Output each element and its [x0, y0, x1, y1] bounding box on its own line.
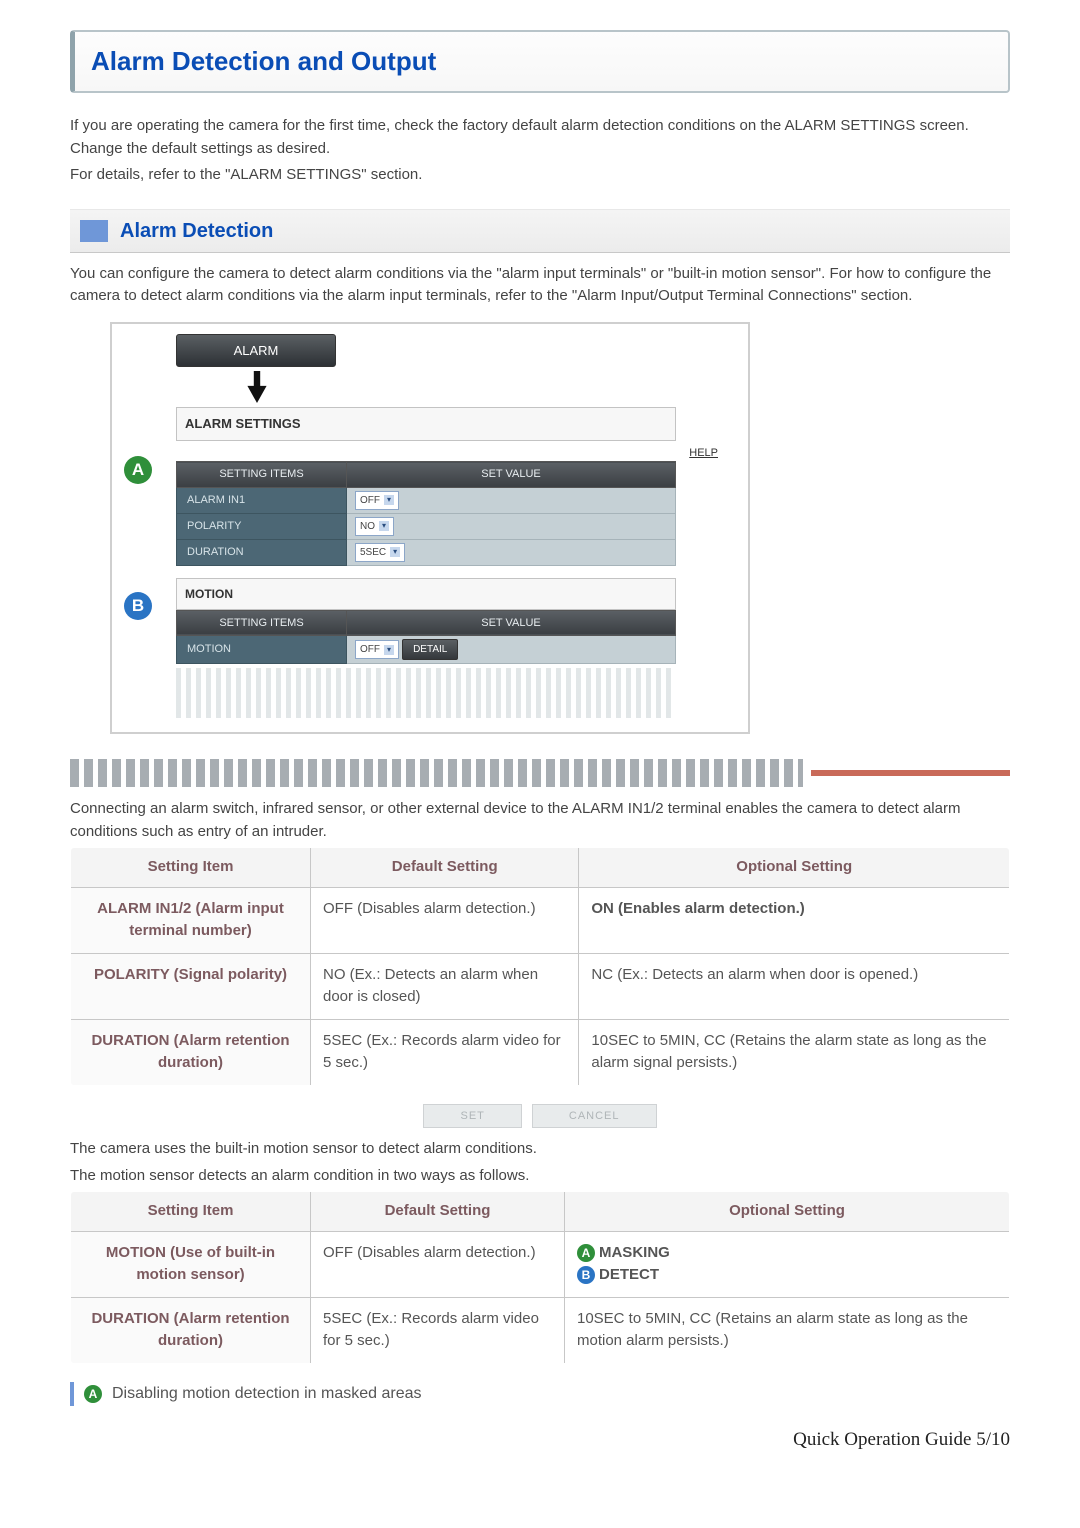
cell-item: POLARITY (Signal polarity) — [71, 953, 311, 1019]
badge-a-icon: A — [84, 1385, 102, 1403]
alarm-in1-select[interactable]: OFF — [355, 491, 399, 510]
row-value: NO — [347, 513, 676, 539]
motion-table: Setting Item Default Setting Optional Se… — [70, 1191, 1010, 1364]
cell-optional: 10SEC to 5MIN, CC (Retains the alarm sta… — [579, 1019, 1010, 1085]
section-paragraph: You can configure the camera to detect a… — [70, 263, 1010, 308]
note-text: Disabling motion detection in masked are… — [112, 1382, 422, 1406]
intro-line-2: For details, refer to the "ALARM SETTING… — [70, 164, 1010, 187]
note-masking: A Disabling motion detection in masked a… — [70, 1382, 1010, 1406]
badge-a-icon: A — [577, 1244, 595, 1262]
table-row: MOTION OFF DETAIL — [177, 636, 676, 664]
table-row: DURATION (Alarm retention duration) 5SEC… — [71, 1297, 1010, 1363]
alarm-settings-table: SETTING ITEMS SET VALUE ALARM IN1 OFF PO… — [176, 461, 676, 566]
row-label: MOTION — [177, 636, 347, 664]
motion-select[interactable]: OFF — [355, 640, 399, 659]
col-setting-items: SETTING ITEMS — [177, 610, 347, 636]
table-row: MOTION (Use of built-in motion sensor) O… — [71, 1231, 1010, 1297]
col-set-value: SET VALUE — [347, 462, 676, 488]
cell-default: 5SEC (Ex.: Records alarm video for 5 sec… — [311, 1297, 565, 1363]
alarm-tab-button[interactable]: ALARM — [176, 334, 336, 368]
terminal-paragraph: Connecting an alarm switch, infrared sen… — [70, 798, 1010, 843]
duration-select[interactable]: 5SEC — [355, 543, 405, 562]
marker-a-icon: A — [124, 456, 152, 484]
cell-default: NO (Ex.: Detects an alarm when door is c… — [311, 953, 579, 1019]
page-heading: Alarm Detection and Output — [91, 42, 992, 81]
torn-edge-graphic — [176, 668, 676, 718]
alarm-settings-title: ALARM SETTINGS — [176, 407, 676, 441]
table-row: POLARITY (Signal polarity) NO (Ex.: Dete… — [71, 953, 1010, 1019]
row-value: 5SEC — [347, 539, 676, 565]
alarm-terminal-table: Setting Item Default Setting Optional Se… — [70, 847, 1010, 1086]
row-label: POLARITY — [177, 513, 347, 539]
chevron-down-icon — [384, 495, 394, 505]
table-row: DURATION (Alarm retention duration) 5SEC… — [71, 1019, 1010, 1085]
chevron-down-icon — [379, 521, 389, 531]
motion-settings-table: SETTING ITEMS SET VALUE MOTION OFF DETAI… — [176, 610, 676, 665]
motion-para-1: The camera uses the built-in motion sens… — [70, 1138, 1010, 1161]
intro-line-1: If you are operating the camera for the … — [70, 115, 1010, 160]
cancel-button[interactable]: CANCEL — [532, 1104, 657, 1129]
cell-optional: 10SEC to 5MIN, CC (Retains an alarm stat… — [564, 1297, 1009, 1363]
down-arrow-icon — [244, 371, 270, 403]
table-row: ALARM IN1 OFF — [177, 487, 676, 513]
cell-default: OFF (Disables alarm detection.) — [311, 1231, 565, 1297]
th-optional: Optional Setting — [579, 848, 1010, 888]
row-label: DURATION — [177, 539, 347, 565]
set-button[interactable]: SET — [423, 1104, 521, 1129]
cell-optional: NC (Ex.: Detects an alarm when door is o… — [579, 953, 1010, 1019]
th-setting-item: Setting Item — [71, 1192, 311, 1232]
help-link[interactable]: HELP — [126, 445, 734, 462]
row-value: OFF DETAIL — [347, 636, 676, 664]
table-row: ALARM IN1/2 (Alarm input terminal number… — [71, 887, 1010, 953]
col-set-value: SET VALUE — [347, 610, 676, 636]
cell-optional: AMASKING BDETECT — [564, 1231, 1009, 1297]
cell-item: ALARM IN1/2 (Alarm input terminal number… — [71, 887, 311, 953]
th-default: Default Setting — [311, 1192, 565, 1232]
col-setting-items: SETTING ITEMS — [177, 462, 347, 488]
alarm-settings-panel: A B ALARM ALARM SETTINGS HELP SETTING IT… — [110, 322, 750, 735]
row-label: ALARM IN1 — [177, 487, 347, 513]
polarity-select[interactable]: NO — [355, 517, 394, 536]
page-footer: Quick Operation Guide 5/10 — [70, 1426, 1010, 1455]
motion-para-2: The motion sensor detects an alarm condi… — [70, 1165, 1010, 1188]
motion-section-title: MOTION — [176, 578, 676, 610]
section-header-row: Alarm Detection — [70, 209, 1010, 253]
chevron-down-icon — [390, 547, 400, 557]
cell-default: 5SEC (Ex.: Records alarm video for 5 sec… — [311, 1019, 579, 1085]
page-heading-box: Alarm Detection and Output — [70, 30, 1010, 93]
th-default: Default Setting — [311, 848, 579, 888]
badge-b-icon: B — [577, 1266, 595, 1284]
cell-item: MOTION (Use of built-in motion sensor) — [71, 1231, 311, 1297]
detail-button[interactable]: DETAIL — [402, 639, 458, 660]
section-title: Alarm Detection — [120, 216, 273, 246]
cell-default: OFF (Disables alarm detection.) — [311, 887, 579, 953]
row-value: OFF — [347, 487, 676, 513]
section-divider-graphic — [70, 756, 1010, 790]
th-setting-item: Setting Item — [71, 848, 311, 888]
th-optional: Optional Setting — [564, 1192, 1009, 1232]
cell-optional: ON (Enables alarm detection.) — [579, 887, 1010, 953]
cell-item: DURATION (Alarm retention duration) — [71, 1019, 311, 1085]
table-row: POLARITY NO — [177, 513, 676, 539]
cell-item: DURATION (Alarm retention duration) — [71, 1297, 311, 1363]
set-cancel-row: SET CANCEL — [70, 1104, 1010, 1129]
section-bullet-icon — [80, 220, 108, 242]
chevron-down-icon — [384, 645, 394, 655]
marker-b-icon: B — [124, 592, 152, 620]
table-row: DURATION 5SEC — [177, 539, 676, 565]
